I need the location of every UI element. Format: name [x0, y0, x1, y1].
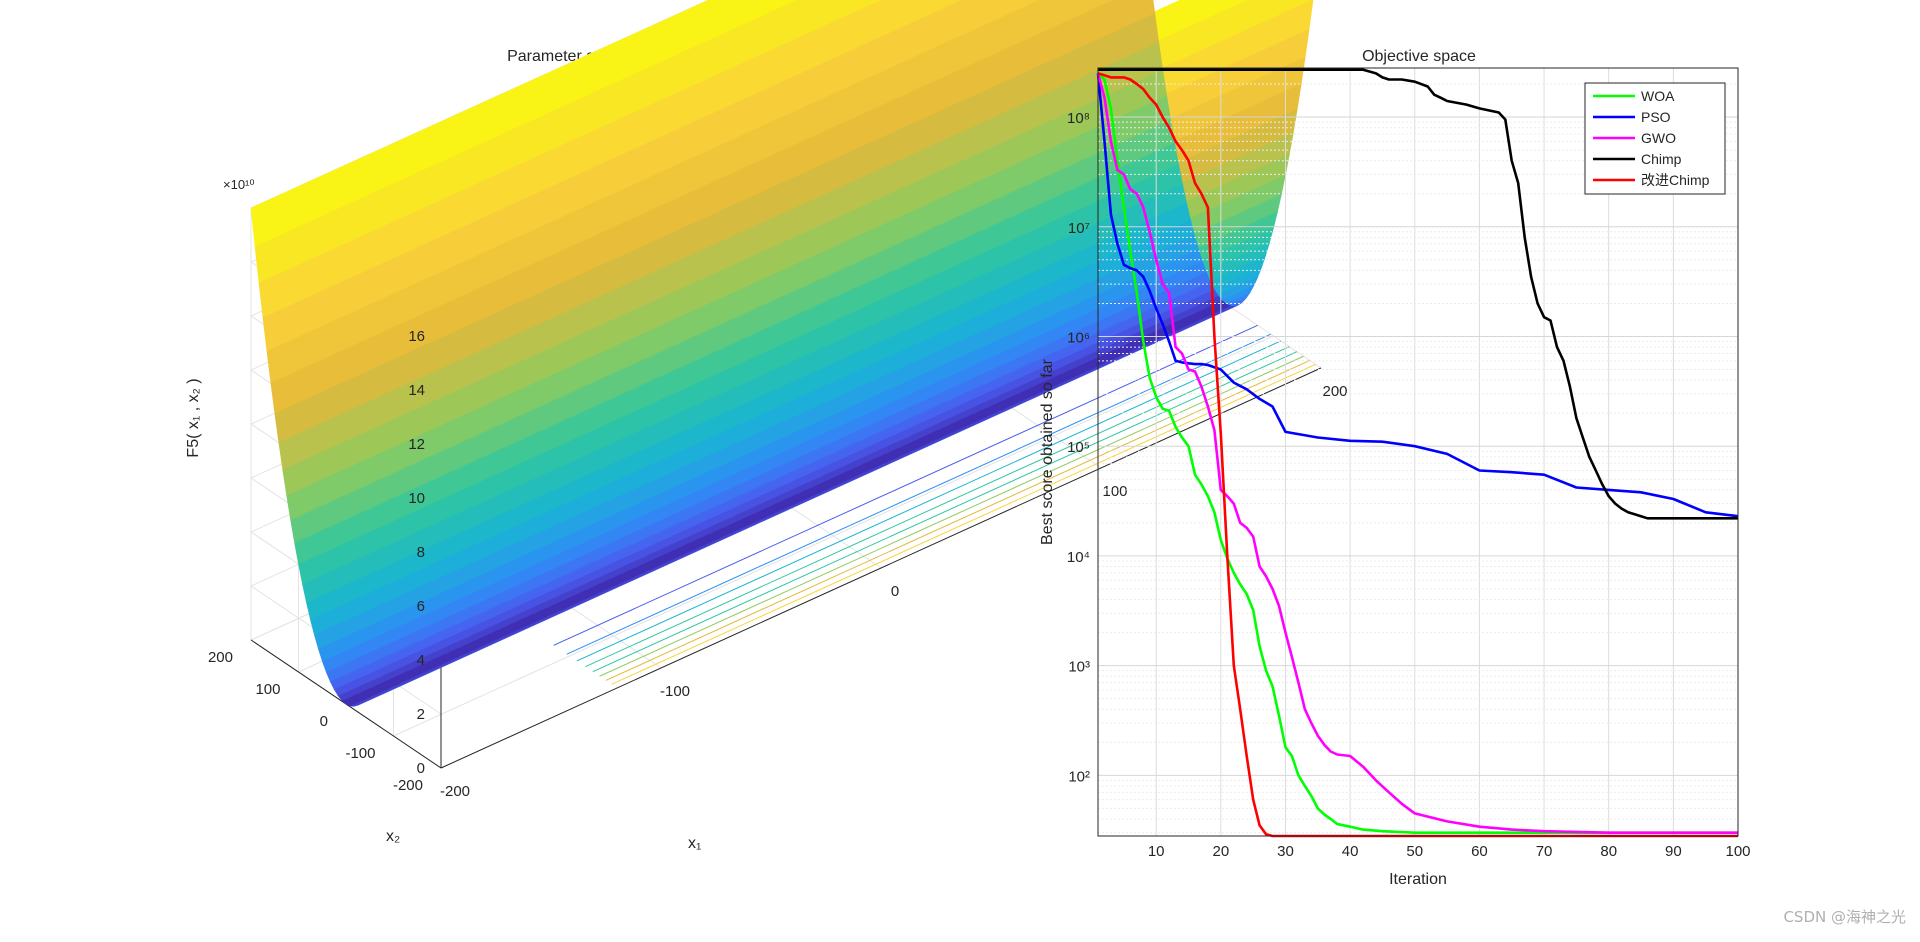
surface	[250, 0, 1314, 707]
x-tick-label: 10	[1148, 843, 1165, 860]
legend-label: Chimp	[1641, 151, 1682, 167]
legend: WOA PSO GWO Chimp 改进Chimp	[1584, 82, 1726, 195]
contour-line	[611, 363, 1316, 685]
surface-patch	[254, 0, 881, 283]
convergence-plot: Objective space 10 20 30 40 50 60 70 80 90 100 10²…	[1039, 48, 1751, 888]
x-tick-label: 100	[1102, 483, 1127, 500]
x-tick-label: 30	[1277, 843, 1294, 860]
z-axis-label: F5( x₁ , x₂ )	[185, 378, 202, 457]
x-tick-label: 90	[1665, 843, 1682, 860]
x-axis-line	[440, 367, 1322, 769]
x-tick-label: 60	[1471, 843, 1488, 860]
y-tick-label: 10⁵	[1067, 439, 1090, 456]
legend-label: 改进Chimp	[1641, 172, 1710, 188]
contour-line	[592, 351, 1298, 673]
z-tick-label: 4	[417, 652, 425, 669]
y-tick-label: 100	[255, 681, 280, 698]
contour-line	[599, 355, 1304, 677]
legend-label: WOA	[1641, 88, 1675, 104]
surface-patch	[250, 0, 797, 247]
y-tick-label: -100	[345, 745, 375, 762]
x-tick-label: 200	[1322, 383, 1347, 400]
surface-patch	[270, 0, 1156, 414]
y-tick-label: 10³	[1068, 659, 1090, 676]
y-axis-label: x₂	[386, 828, 400, 845]
z-tick-label: 12	[408, 436, 425, 453]
surface-patch	[266, 0, 1114, 384]
x-tick-label: 70	[1536, 843, 1553, 860]
convergence-title: Objective space	[1362, 48, 1476, 65]
y-tick-label: 10²	[1068, 768, 1090, 785]
convergence-grid	[1098, 68, 1739, 836]
x-tick-label: 100	[1725, 843, 1750, 860]
x-tick-label: 80	[1600, 843, 1617, 860]
z-tick-label: 8	[417, 544, 425, 561]
series-line-chimp	[1098, 68, 1738, 520]
x-tick-label: -100	[660, 683, 690, 700]
z-exponent-label: ×10¹⁰	[223, 177, 255, 192]
contour-line	[605, 359, 1310, 681]
x-tick-label: 40	[1342, 843, 1359, 860]
series-line-pso	[1096, 73, 1739, 518]
y-tick-label: 10⁷	[1068, 220, 1090, 237]
y-tick-label: 200	[208, 649, 233, 666]
z-tick-label: 10	[408, 490, 425, 507]
z-tick-label: 2	[417, 706, 425, 723]
surface-patch	[262, 0, 1040, 352]
x-tick-label: 0	[891, 583, 899, 600]
legend-label: PSO	[1641, 109, 1671, 125]
surface-patch	[258, 0, 962, 318]
x-tick-label: -200	[440, 783, 470, 800]
z-tick-label: 0	[417, 760, 425, 777]
contour-line	[585, 346, 1290, 668]
iteration-axis-label: Iteration	[1389, 871, 1447, 888]
series-line-gwo	[1096, 73, 1738, 834]
convergence-ticks: 10 20 30 40 50 60 70 80 90 100 10² 10³ 10⁴ 10⁵ 10⁶ 10⁷ 1…	[1067, 110, 1751, 860]
contour-line	[553, 324, 1258, 646]
y-tick-label: -200	[393, 777, 423, 794]
y-tick-label: 0	[320, 713, 328, 730]
surface-plot: Parameter space 0246810121416-200-100010…	[185, 0, 1348, 852]
y-tick-label: 10⁸	[1067, 110, 1090, 127]
series-line-woa	[1097, 72, 1738, 834]
convergence-axes-box	[1097, 67, 1739, 837]
x-tick-label: 50	[1406, 843, 1423, 860]
y-tick-label: 10⁴	[1067, 549, 1090, 566]
x-tick-label: 20	[1212, 843, 1229, 860]
watermark: CSDN @海神之光	[1783, 908, 1906, 926]
z-tick-label: 14	[408, 382, 425, 399]
z-tick-label: 16	[408, 328, 425, 345]
legend-label: GWO	[1641, 130, 1676, 146]
y-tick-label: 10⁶	[1067, 329, 1090, 346]
x-axis-label: x₁	[688, 835, 701, 852]
z-tick-label: 6	[417, 598, 425, 615]
grid-line	[393, 335, 1274, 737]
score-axis-label: Best score obtained so far	[1039, 358, 1056, 545]
surface-ticks: 0 2 4 6 8 10 12 14 16 -200 -100 0 100 200 -200 -100 0 100…	[208, 328, 1348, 800]
